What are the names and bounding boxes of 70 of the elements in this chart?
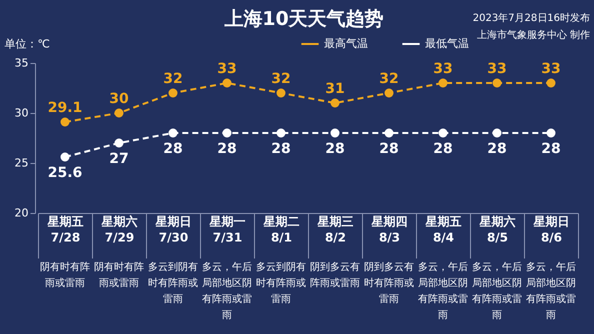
point	[168, 128, 178, 138]
data-label: 28	[217, 141, 237, 157]
x-tick-label: 星期四 8/3	[370, 214, 408, 244]
data-label: 33	[217, 61, 237, 77]
x-tick-label: 星期五 7/28	[46, 214, 84, 244]
data-label: 25.6	[48, 165, 82, 181]
text: 多云，午后局部地区阴有阵雨或雷雨	[472, 261, 522, 321]
data-label: 33	[433, 61, 453, 77]
text: 多云到阴有时有阵雨或雷雨	[256, 261, 306, 305]
text: 多云，午后局部地区阴有阵雨或雷雨	[526, 261, 576, 321]
x-tick-label: 星期日 7/30	[154, 214, 192, 244]
text: 上海市气象服务中心 制作	[476, 29, 590, 41]
point	[492, 128, 502, 138]
data-label: 28	[163, 141, 183, 157]
x-tick-label: 星期六 7/29	[100, 214, 138, 244]
point	[60, 118, 70, 126]
x-tick-label: 星期二 8/1	[262, 214, 300, 244]
y-tick-label: 20	[14, 206, 28, 220]
data-label: 31	[325, 81, 345, 97]
legend-label: 最低气温	[425, 37, 469, 50]
point	[222, 128, 232, 138]
data-label: 29.1	[48, 100, 82, 116]
text: 阴有时有阵雨或雷雨	[94, 261, 144, 289]
point	[114, 108, 124, 118]
data-label: 28	[541, 141, 561, 157]
text: 阴到多云有阵雨或雷雨	[310, 261, 360, 289]
text: 多云，午后局部地区阴有阵雨或雷雨	[202, 261, 252, 321]
data-label: 28	[271, 141, 291, 157]
data-label: 32	[379, 71, 399, 87]
text: 阴有时有阵雨或雷雨	[40, 261, 90, 289]
point	[114, 138, 124, 148]
text: 阴到多云有时有阵雨或雷雨	[364, 261, 414, 305]
y-axis-title: 单位：℃	[4, 38, 50, 50]
data-label: 28	[325, 141, 345, 157]
text: 多云，午后局部地区阴有阵雨或雷雨	[418, 261, 468, 321]
chart-title: 上海10天天气趋势	[223, 8, 384, 30]
y-tick-label: 30	[14, 106, 28, 120]
x-tick-label: 星期日 8/6	[532, 214, 570, 244]
point	[546, 78, 556, 88]
data-label: 30	[109, 91, 129, 107]
point	[492, 78, 502, 88]
point	[330, 128, 340, 138]
point	[546, 128, 556, 138]
text: 多云到阴有时有阵雨或雷雨	[148, 261, 198, 305]
x-tick-label: 星期六 8/5	[478, 214, 516, 244]
data-label: 32	[163, 71, 183, 87]
x-tick-label: 星期三 8/2	[316, 214, 354, 244]
point	[438, 78, 448, 88]
point	[330, 98, 340, 108]
data-label: 27	[109, 151, 129, 167]
point	[384, 88, 394, 98]
point	[438, 128, 448, 138]
point	[276, 128, 286, 138]
x-tick-label: 星期五 8/4	[424, 214, 462, 244]
data-label: 28	[433, 141, 453, 157]
text: 2023年7月28日16时发布	[472, 12, 590, 24]
point	[60, 152, 70, 162]
legend-label: 最高气温	[324, 37, 368, 50]
data-label: 28	[379, 141, 399, 157]
y-tick-label: 25	[14, 156, 28, 170]
point	[384, 128, 394, 138]
point	[222, 78, 232, 88]
data-label: 33	[541, 61, 561, 77]
point	[168, 88, 178, 98]
data-label: 28	[487, 141, 507, 157]
point	[276, 88, 286, 98]
y-tick-label: 35	[14, 56, 28, 70]
data-label: 33	[487, 61, 507, 77]
x-tick-label: 星期一 7/31	[208, 214, 246, 244]
data-label: 32	[271, 71, 291, 87]
